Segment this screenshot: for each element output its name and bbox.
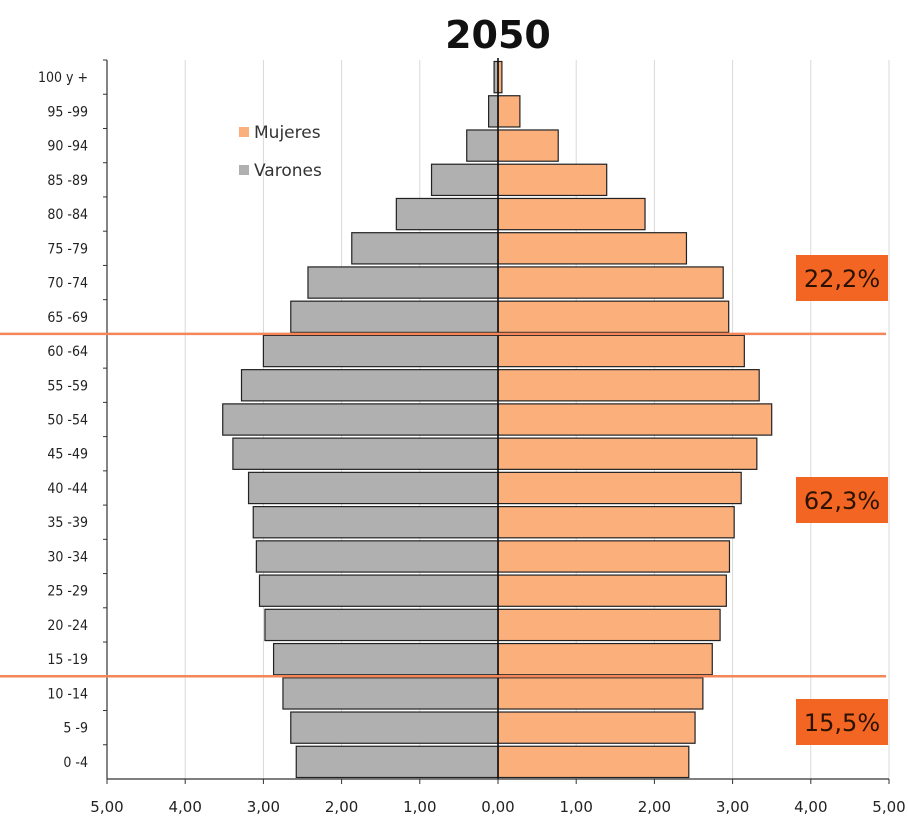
y-tick-label: 65 -69 [47,310,88,326]
bar-varones [240,369,499,402]
bar-mujeres [497,300,730,334]
x-tick-label: 5,00 [90,798,123,816]
y-tick-label: 0 -4 [63,755,88,771]
y-tick-label: 100 y + [38,70,88,86]
bar-mujeres [497,505,735,539]
bar-varones [290,711,499,744]
bar-mujeres [497,369,760,402]
bar-varones [252,505,499,539]
bar-varones [232,437,499,470]
percentage-badge-label: 15,5% [804,709,880,737]
bar-mujeres [497,95,521,128]
bar-mujeres [497,608,721,642]
x-tick-label: 0,00 [481,798,514,816]
y-tick-label: 55 -59 [47,378,88,394]
legend: Mujeres Varones [239,123,322,181]
y-tick-label: 60 -64 [47,344,88,360]
bar-varones [295,745,499,779]
y-tick-label: 50 -54 [47,413,88,429]
bar-mujeres [497,471,742,505]
bar-varones [264,608,499,642]
x-tick-label: 1,00 [403,798,436,816]
annotations-layer: 22,2% 62,3% 15,5% [796,255,888,745]
y-tick-label: 70 -74 [47,276,88,292]
bar-varones [272,642,499,676]
bar-varones [247,471,499,505]
y-tick-label: 20 -24 [47,618,88,634]
bar-varones [488,95,499,128]
bar-mujeres [497,642,713,676]
bars-layer [222,60,773,779]
y-tick-label: 15 -19 [47,652,88,668]
bar-varones [395,197,499,231]
bar-varones [255,540,499,573]
bar-mujeres [497,197,646,231]
x-tick-label: 2,00 [638,798,671,816]
percentage-badge [796,255,888,301]
y-tick-label: 30 -34 [47,549,88,565]
y-tick-label: 40 -44 [47,481,88,497]
percentage-badge-label: 62,3% [804,487,880,515]
y-tick-label: 5 -9 [63,721,88,737]
legend-label: Mujeres [254,123,321,143]
bar-varones [290,300,499,334]
bar-varones [262,334,499,368]
x-tick-label: 4,00 [794,798,827,816]
bar-mujeres [497,129,559,162]
y-tick-label: 75 -79 [47,241,88,257]
percentage-badge [796,699,888,745]
percentage-badge [796,477,888,523]
bar-mujeres [497,232,688,265]
bar-varones [307,266,499,299]
x-tick-label: 3,00 [247,798,280,816]
percentage-badge-label: 22,2% [804,265,880,293]
bar-mujeres [497,540,731,573]
bar-mujeres [497,437,758,470]
bar-mujeres [497,266,724,299]
y-tick-label: 10 -14 [47,686,88,702]
legend-label: Varones [254,161,322,181]
y-tick-label: 45 -49 [47,447,88,463]
x-tick-label: 1,00 [559,798,592,816]
legend-swatch [239,165,249,175]
bar-mujeres [497,163,608,197]
x-tick-label: 4,00 [168,798,201,816]
legend-swatch [239,127,249,137]
y-tick-label: 35 -39 [47,515,88,531]
bar-mujeres [497,574,727,607]
x-tick-label: 3,00 [716,798,749,816]
bar-varones [222,403,499,436]
y-tick-label: 80 -84 [47,207,88,223]
axes-layer: 100 y + 95 -99 90 -94 85 -89 80 -84 75 -79 70 … [0,58,906,816]
bar-mujeres [497,334,745,368]
bar-varones [351,232,499,265]
x-tick-label: 5,00 [872,798,905,816]
bar-varones [282,677,499,710]
bar-mujeres [497,403,773,436]
chart-title: 2050 [445,13,551,57]
bar-varones [466,129,499,162]
y-tick-label: 85 -89 [47,173,88,189]
bar-mujeres [497,677,704,710]
bar-mujeres [497,711,696,744]
y-tick-label: 90 -94 [47,139,88,155]
bar-mujeres [497,745,690,779]
bar-varones [430,163,499,197]
x-tick-label: 2,00 [325,798,358,816]
y-tick-label: 25 -29 [47,584,88,600]
y-tick-label: 95 -99 [47,104,88,120]
bar-varones [258,574,499,607]
